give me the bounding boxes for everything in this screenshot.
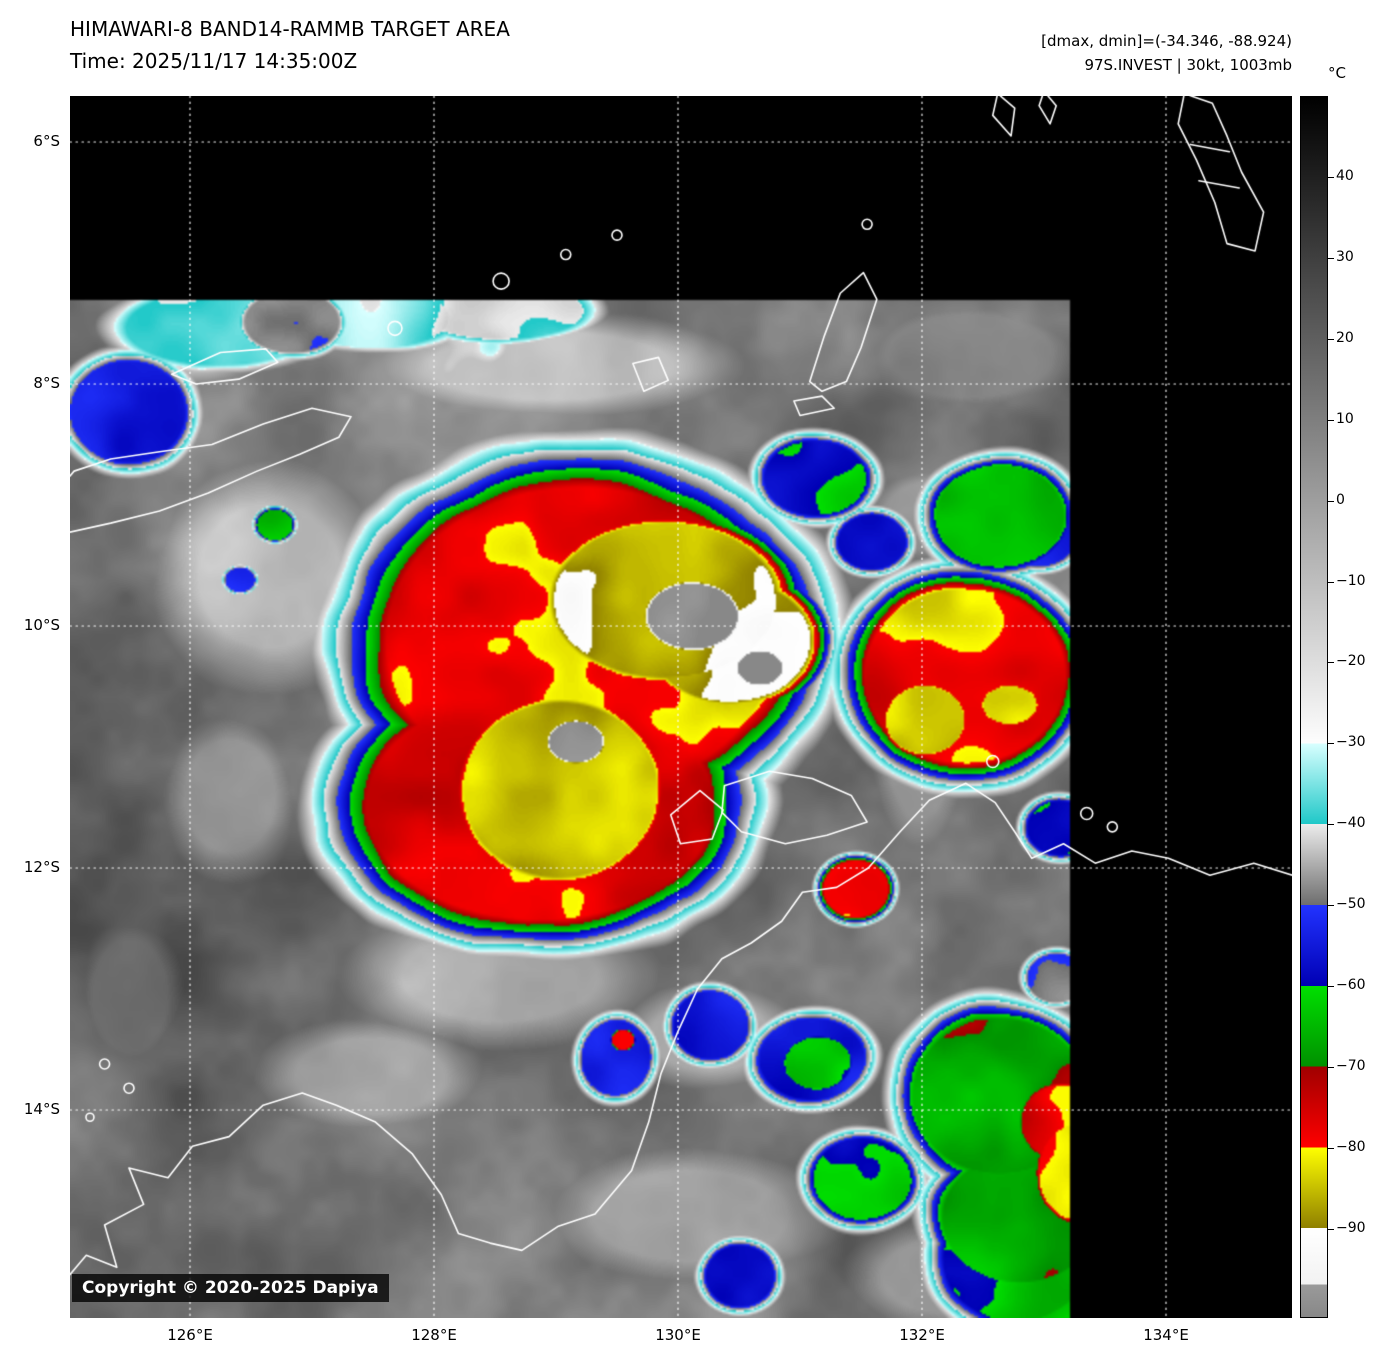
colorbar-tick-label: −50 xyxy=(1336,896,1366,913)
colorbar-tick-label: −30 xyxy=(1336,734,1366,751)
colorbar-tick-mark xyxy=(1328,500,1334,502)
lon-tick-label: 126°E xyxy=(167,1326,213,1344)
colorbar-tick-mark xyxy=(1328,581,1334,583)
colorbar-tick-mark xyxy=(1328,824,1334,826)
lon-tick-label: 130°E xyxy=(655,1326,701,1344)
storm-info-label: 97S.INVEST | 30kt, 1003mb xyxy=(1084,56,1292,74)
colorbar-tick-label: 20 xyxy=(1336,329,1354,346)
colorbar-tick-mark xyxy=(1328,338,1334,340)
colorbar-tick-label: −70 xyxy=(1336,1058,1366,1075)
colorbar-tick-label: 40 xyxy=(1336,167,1354,184)
lon-tick-label: 128°E xyxy=(411,1326,457,1344)
lon-tick-label: 134°E xyxy=(1143,1326,1189,1344)
lat-tick-label: 6°S xyxy=(33,132,60,150)
colorbar-tick-mark xyxy=(1328,176,1334,178)
colorbar-tick-label: −40 xyxy=(1336,815,1366,832)
colorbar-tick-mark xyxy=(1328,662,1334,664)
colorbar-tick-label: −90 xyxy=(1336,1219,1366,1236)
lat-tick-label: 10°S xyxy=(23,616,60,634)
lat-tick-label: 8°S xyxy=(33,374,60,392)
timestamp-label: Time: 2025/11/17 14:35:00Z xyxy=(70,49,358,73)
colorbar-gradient xyxy=(1300,96,1328,1318)
colorbar-tick-label: 0 xyxy=(1336,491,1345,508)
colorbar-tick-mark xyxy=(1328,1067,1334,1069)
page-title: HIMAWARI-8 BAND14-RAMMB TARGET AREA xyxy=(70,17,510,41)
colorbar-tick-label: −80 xyxy=(1336,1139,1366,1156)
lat-tick-label: 12°S xyxy=(23,858,60,876)
dmax-dmin-label: [dmax, dmin]=(-34.346, -88.924) xyxy=(1041,32,1292,50)
colorbar-tick-mark xyxy=(1328,257,1334,259)
colorbar-tick-mark xyxy=(1328,905,1334,907)
colorbar-tick-mark xyxy=(1328,1148,1334,1150)
colorbar-tick-mark xyxy=(1328,419,1334,421)
lat-tick-label: 14°S xyxy=(23,1100,60,1118)
copyright-label: Copyright © 2020-2025 Dapiya xyxy=(72,1274,389,1302)
colorbar-tick-label: −20 xyxy=(1336,653,1366,670)
colorbar-unit-label: °C xyxy=(1328,64,1346,82)
colorbar-tick-label: −60 xyxy=(1336,977,1366,994)
colorbar-tick-mark xyxy=(1328,743,1334,745)
colorbar-tick-label: −10 xyxy=(1336,572,1366,589)
satellite-map-image xyxy=(70,96,1292,1318)
colorbar-tick-label: 30 xyxy=(1336,248,1354,265)
colorbar-tick-label: 10 xyxy=(1336,410,1354,427)
colorbar-tick-mark xyxy=(1328,1228,1334,1230)
lon-tick-label: 132°E xyxy=(899,1326,945,1344)
colorbar-tick-mark xyxy=(1328,986,1334,988)
